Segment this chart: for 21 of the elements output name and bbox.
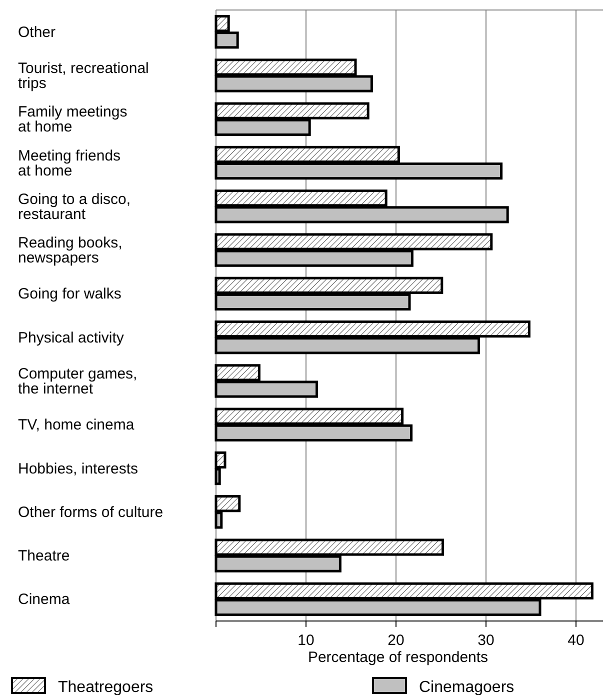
x-tick-label: 10 [298,632,314,649]
legend-label: Theatregoers [58,679,154,695]
y-tick-label: Family meetings at home [18,104,128,136]
y-tick-label: Tourist, recreational trips [18,60,149,92]
legend-label: Cinemagoers [419,679,514,695]
y-tick-label: Physical activity [18,329,124,346]
y-tick-label: Other forms of culture [18,504,164,521]
x-tick-label: 30 [478,632,494,649]
x-tick-label: 40 [568,632,584,649]
y-tick-label: Meeting friends at home [18,147,121,180]
y-tick-label: Theatre [18,548,70,565]
y-tick-label: Computer games, the internet [18,365,138,398]
x-tick-label: 20 [388,632,404,649]
y-tick-label: Hobbies, interests [18,460,138,478]
y-tick-label: TV, home cinema [18,416,135,434]
y-tick-label: Reading books, newspapers [18,234,122,267]
y-tick-label: Cinema [18,591,70,608]
y-tick-label: Going for walks [18,286,122,303]
y-tick-label: Other [18,24,56,41]
y-tick-label: Going to a disco, restaurant [18,190,131,223]
x-axis-title: Percentage of respondents [308,649,488,666]
